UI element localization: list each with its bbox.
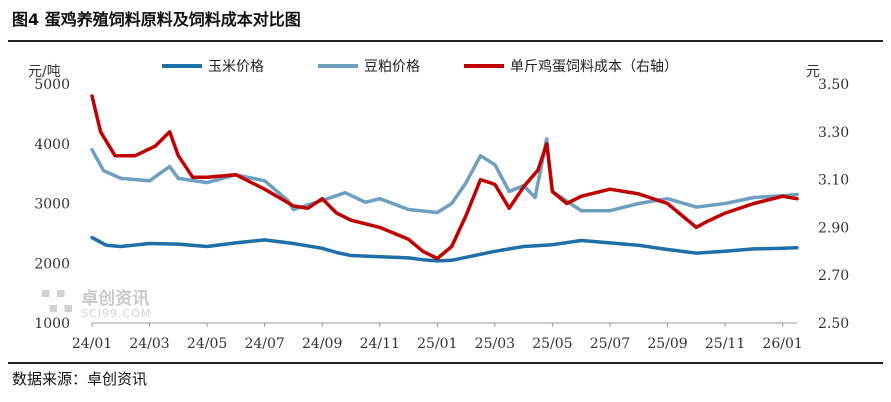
x-tick-label-12: 26/01 xyxy=(762,336,802,352)
series-line-0 xyxy=(90,235,799,263)
x-tick-label-5: 24/11 xyxy=(360,336,400,352)
plot-area: 1000 2000 3000 4000 5000 2.50 2.70 2.90 3.10 3.30… xyxy=(34,77,849,352)
left-tick-label-2: 3000 xyxy=(34,197,70,213)
chart: 1000 2000 3000 4000 5000 2.50 2.70 2.90 3.10 3.30… xyxy=(28,58,849,352)
top-rule xyxy=(8,40,883,42)
x-tick-label-11: 25/11 xyxy=(705,336,745,352)
x-tick-label-8: 25/05 xyxy=(532,336,572,352)
series-line-1 xyxy=(90,137,799,215)
right-axis-unit: 元 xyxy=(806,64,820,80)
x-tick-label-7: 25/03 xyxy=(475,336,515,352)
watermark: 卓创资讯 SCI99.COM xyxy=(42,290,151,320)
legend-label-corn: 玉米价格 xyxy=(208,59,264,75)
series-line-2 xyxy=(90,94,799,261)
legend: 玉米价格 豆粕价格 单斤鸡蛋饲料成本（右轴） xyxy=(162,58,678,75)
legend-label-feed: 单斤鸡蛋饲料成本（右轴） xyxy=(510,58,678,75)
source-note: 数据来源：卓创资讯 xyxy=(12,370,148,388)
x-tick-label-9: 25/07 xyxy=(590,336,630,352)
x-tick-label-0: 24/01 xyxy=(72,336,112,352)
right-tick-label-0: 2.50 xyxy=(818,316,849,332)
left-tick-label-1: 2000 xyxy=(34,256,70,272)
x-tick-label-3: 24/07 xyxy=(244,336,284,352)
right-tick-label-3: 3.10 xyxy=(818,173,849,189)
chart-title: 图4 蛋鸡养殖饲料原料及饲料成本对比图 xyxy=(12,10,301,29)
bottom-rule xyxy=(8,362,883,364)
left-tick-label-4: 5000 xyxy=(34,77,70,93)
right-tick-label-5: 3.50 xyxy=(818,77,849,93)
watermark-logo-icon xyxy=(42,290,72,320)
x-tick-label-10: 25/09 xyxy=(647,336,687,352)
left-tick-label-3: 4000 xyxy=(34,137,70,153)
x-tick-label-4: 24/09 xyxy=(302,336,342,352)
watermark-name: 卓创资讯 xyxy=(81,289,150,309)
x-tick-label-6: 25/01 xyxy=(417,336,457,352)
left-tick-label-0: 1000 xyxy=(34,316,70,332)
right-tick-label-2: 2.90 xyxy=(818,220,849,236)
left-axis-unit: 元/吨 xyxy=(28,64,61,80)
watermark-site: SCI99.COM xyxy=(81,307,152,320)
x-tick-label-2: 24/05 xyxy=(187,336,227,352)
legend-label-soy: 豆粕价格 xyxy=(364,59,420,75)
right-tick-label-1: 2.70 xyxy=(818,268,849,284)
right-tick-label-4: 3.30 xyxy=(818,125,849,141)
x-tick-label-1: 24/03 xyxy=(129,336,169,352)
